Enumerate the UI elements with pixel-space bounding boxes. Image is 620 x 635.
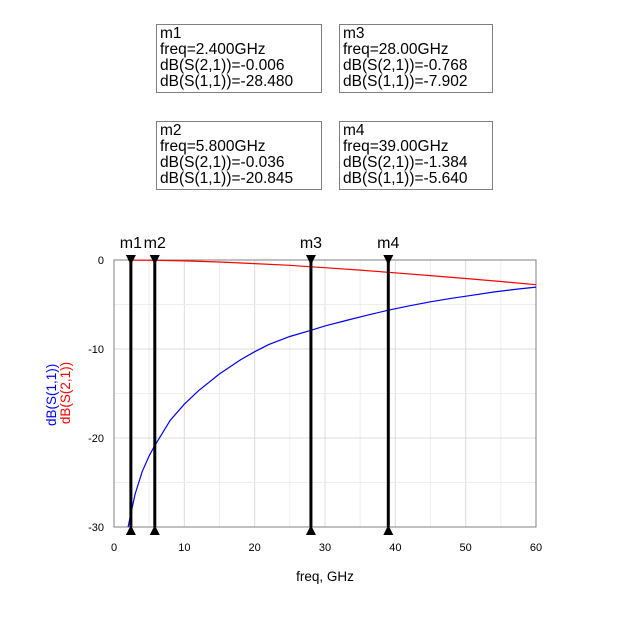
marker-bottom-triangle bbox=[305, 525, 316, 535]
marker-bottom-triangle bbox=[383, 525, 394, 535]
marker-bottom-triangle bbox=[125, 525, 136, 535]
marker-label-m1: m1 bbox=[120, 235, 142, 252]
marker-top-triangle bbox=[383, 255, 394, 265]
x-tick-label: 50 bbox=[460, 542, 472, 554]
marker-readout-s21: dB(S(2,1))=-0.036 bbox=[160, 154, 285, 171]
marker-readout-s21: dB(S(2,1))=-1.384 bbox=[343, 154, 468, 171]
marker-readout-m3: m3 freq=28.00GHz dB(S(2,1))=-0.768 dB(S(… bbox=[339, 24, 493, 93]
marker-readout-name: m3 bbox=[343, 25, 365, 42]
y-tick-label: -30 bbox=[88, 522, 104, 534]
grid bbox=[113, 259, 537, 528]
y-tick-label: -10 bbox=[88, 344, 104, 356]
tick-layer: 0 10 20 30 40 50 60 0 -10 -20 -30 bbox=[88, 255, 542, 554]
series-line-dbs21 bbox=[128, 259, 537, 286]
y-axis-label: dB(S(1,1)) dB(S(2,1)) bbox=[44, 360, 73, 426]
marker-readout-name: m1 bbox=[160, 25, 182, 42]
x-tick-label: 20 bbox=[249, 542, 261, 554]
marker-top-triangle bbox=[305, 255, 316, 265]
marker-readout-s11: dB(S(1,1))=-20.845 bbox=[160, 170, 294, 187]
marker-label-m2: m2 bbox=[144, 235, 166, 252]
marker-label-m3: m3 bbox=[300, 235, 322, 252]
x-tick-label: 60 bbox=[530, 542, 542, 554]
x-tick-label: 0 bbox=[111, 542, 117, 554]
marker-top-triangle bbox=[125, 255, 136, 265]
marker-readout-freq: freq=39.00GHz bbox=[343, 138, 449, 155]
marker-readout-name: m2 bbox=[160, 122, 182, 139]
marker-readout-name: m4 bbox=[343, 122, 365, 139]
x-tick-label: 30 bbox=[319, 542, 331, 554]
plot-frame bbox=[113, 259, 537, 528]
x-tick-label: 40 bbox=[389, 542, 401, 554]
y-axis-label-s21: dB(S(2,1)) bbox=[58, 362, 73, 424]
y-axis-label-s11: dB(S(1,1)) bbox=[44, 364, 59, 426]
marker-readout-m1: m1 freq=2.400GHz dB(S(2,1))=-0.006 dB(S(… bbox=[156, 24, 322, 93]
marker-layer: m1 m2 m3 m4 bbox=[120, 235, 400, 535]
marker-readout-s11: dB(S(1,1))=-5.640 bbox=[343, 170, 468, 187]
marker-readout-freq: freq=28.00GHz bbox=[343, 41, 449, 58]
marker-readout-freq: freq=2.400GHz bbox=[160, 41, 266, 58]
y-tick-label: -20 bbox=[88, 433, 104, 445]
marker-readout-s11: dB(S(1,1))=-7.902 bbox=[343, 73, 468, 90]
marker-label-m4: m4 bbox=[377, 235, 399, 252]
marker-readout-m4: m4 freq=39.00GHz dB(S(2,1))=-1.384 dB(S(… bbox=[339, 121, 493, 190]
marker-bottom-triangle bbox=[149, 525, 160, 535]
marker-readout-m2: m2 freq=5.800GHz dB(S(2,1))=-0.036 dB(S(… bbox=[156, 121, 322, 190]
marker-readout-freq: freq=5.800GHz bbox=[160, 138, 266, 155]
series-line-dbs11 bbox=[127, 286, 537, 528]
marker-readout-s21: dB(S(2,1))=-0.006 bbox=[160, 57, 285, 74]
marker-readout-s21: dB(S(2,1))=-0.768 bbox=[343, 57, 468, 74]
y-tick-label: 0 bbox=[98, 255, 104, 267]
x-axis-label: freq, GHz bbox=[296, 569, 354, 584]
marker-readout-s11: dB(S(1,1))=-28.480 bbox=[160, 73, 294, 90]
marker-top-triangle bbox=[149, 255, 160, 265]
x-tick-label: 10 bbox=[178, 542, 190, 554]
